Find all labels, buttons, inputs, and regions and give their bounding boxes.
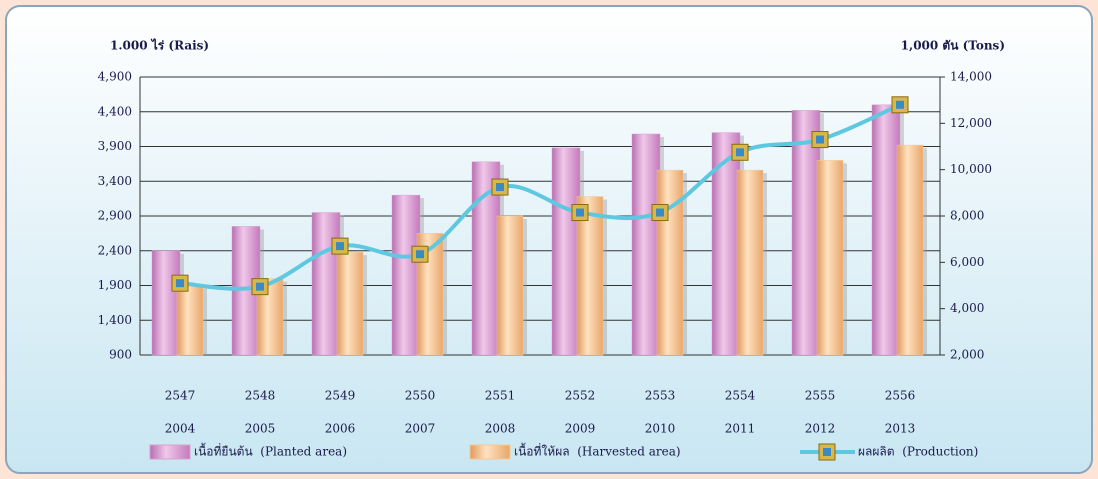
x-tick-label: 2553 — [645, 389, 676, 403]
marker-core — [656, 208, 664, 217]
x-tick-label: 2009 — [565, 422, 596, 436]
bar — [496, 215, 524, 356]
legend-swatch — [469, 444, 511, 460]
bar — [656, 169, 684, 356]
y2-tick-label: 10,000 — [950, 162, 992, 176]
x-tick-label: 2554 — [725, 389, 756, 403]
x-tick-label: 2547 — [165, 389, 196, 403]
x-tick-label: 2550 — [405, 389, 436, 403]
x-tick-label: 2007 — [405, 422, 436, 436]
legend-marker-core — [823, 448, 831, 456]
x-tick-label: 2013 — [885, 422, 916, 436]
marker-core — [176, 279, 184, 288]
bar — [551, 147, 581, 356]
y-tick-label: 4,900 — [98, 70, 132, 84]
y-tick-label: 2,400 — [98, 243, 132, 257]
bar — [871, 104, 901, 356]
panel — [5, 5, 1093, 474]
y-tick-label: 4,400 — [98, 104, 132, 118]
x-tick-label: 2548 — [245, 389, 276, 403]
y-tick-label: 2,900 — [98, 209, 132, 223]
y2-tick-label: 14,000 — [950, 70, 992, 84]
x-tick-label: 2556 — [885, 389, 916, 403]
x-tick-label: 2551 — [485, 389, 516, 403]
y-tick-label: 1,400 — [98, 313, 132, 327]
bar — [151, 250, 181, 356]
x-tick-label: 2006 — [325, 422, 356, 436]
marker-core — [576, 208, 584, 217]
marker-core — [496, 183, 504, 192]
x-tick-label: 2011 — [725, 422, 756, 436]
bar — [896, 144, 924, 356]
x-tick-label: 2012 — [805, 422, 836, 436]
x-tick-label: 2555 — [805, 389, 836, 403]
marker-core — [256, 282, 264, 291]
marker-core — [336, 242, 344, 251]
bar — [791, 110, 821, 356]
y-tick-label: 3,400 — [98, 174, 132, 188]
x-tick-label: 2004 — [165, 422, 196, 436]
y2-tick-label: 2,000 — [950, 348, 984, 362]
legend-label: ผลผลิต (Production) — [858, 445, 978, 459]
y2-tick-label: 8,000 — [950, 209, 984, 223]
marker-core — [816, 135, 824, 144]
bar — [816, 160, 844, 356]
bar — [711, 132, 741, 356]
x-tick-label: 2549 — [325, 389, 356, 403]
legend-label: เนื้อที่ยืนต้น (Planted area) — [194, 443, 347, 459]
y-axis-title: 1.000 ไร่ (Rais) — [110, 38, 209, 53]
bar — [631, 133, 661, 356]
bar — [391, 194, 421, 356]
bar — [311, 212, 341, 356]
y2-tick-label: 12,000 — [950, 116, 992, 130]
y-tick-label: 1,900 — [98, 278, 132, 292]
legend-swatch — [149, 444, 191, 460]
bar — [176, 285, 204, 356]
bar — [336, 251, 364, 356]
y2-tick-label: 4,000 — [950, 301, 984, 315]
y-tick-label: 3,900 — [98, 139, 132, 153]
x-tick-label: 2008 — [485, 422, 516, 436]
bar — [576, 196, 604, 356]
x-tick-label: 2010 — [645, 422, 676, 436]
line — [179, 102, 901, 291]
x-tick-label: 2552 — [565, 389, 596, 403]
y2-tick-label: 6,000 — [950, 255, 984, 269]
legend-label: เนื้อที่ให้ผล (Harvested area) — [514, 443, 681, 459]
y-tick-label: 900 — [109, 348, 132, 362]
marker-core — [416, 250, 424, 259]
y2-axis-title: 1,000 ตัน (Tons) — [901, 39, 1005, 53]
bar — [736, 169, 764, 356]
x-tick-label: 2005 — [245, 422, 276, 436]
marker-core — [736, 148, 744, 157]
marker-core — [896, 100, 904, 109]
